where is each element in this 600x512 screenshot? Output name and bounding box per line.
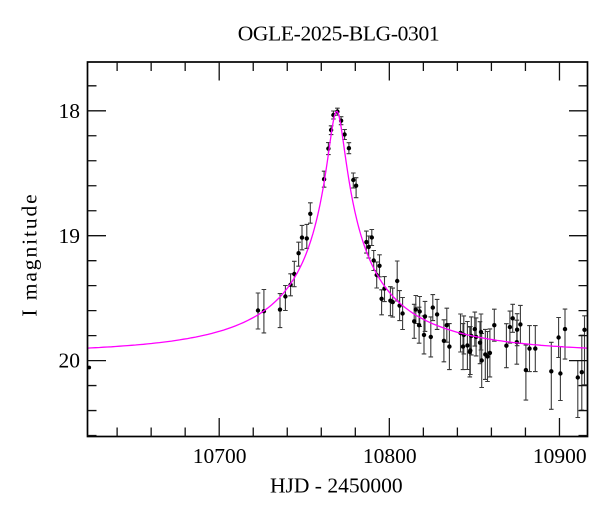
svg-text:19: 19 bbox=[59, 224, 81, 248]
svg-text:10700: 10700 bbox=[193, 444, 247, 468]
svg-text:10900: 10900 bbox=[533, 444, 587, 468]
svg-text:18: 18 bbox=[59, 99, 81, 123]
svg-text:20: 20 bbox=[59, 349, 81, 373]
svg-text:HJD - 2450000: HJD - 2450000 bbox=[270, 474, 403, 498]
svg-text:I magnitude: I magnitude bbox=[18, 192, 42, 316]
svg-text:10800: 10800 bbox=[363, 444, 417, 468]
svg-text:OGLE-2025-BLG-0301: OGLE-2025-BLG-0301 bbox=[238, 22, 440, 46]
